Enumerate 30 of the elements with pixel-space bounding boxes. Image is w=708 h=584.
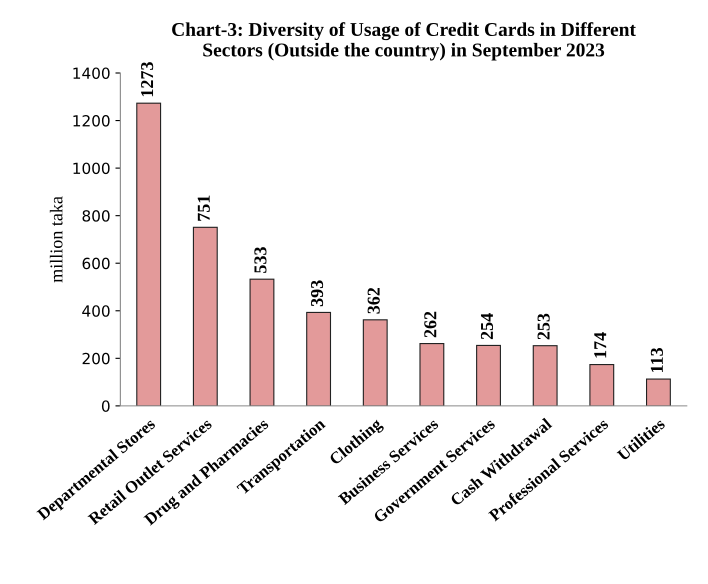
data-label: 253: [538, 314, 550, 340]
y-tick-label: 200: [82, 352, 110, 364]
y-tick-label: 0: [102, 400, 110, 412]
data-label: 533: [254, 247, 266, 273]
data-label: 262: [424, 312, 436, 338]
bar: [192, 226, 218, 406]
data-label: 393: [310, 280, 324, 306]
data-label: 254: [480, 313, 494, 340]
bar: [646, 378, 671, 406]
chart-title: Chart-3: Diversity of Usage of Credit Cards in Different Sectors (Outside the country) in September 2023: [172, 22, 636, 61]
y-tick-label: 1200: [73, 115, 110, 127]
data-label: 113: [650, 348, 663, 372]
y-tick-label: 600: [82, 258, 110, 270]
bar: [419, 343, 444, 406]
data-label: 751: [198, 196, 210, 221]
bar: [589, 364, 614, 406]
y-tick-label: 400: [82, 305, 110, 317]
data-label: 174: [594, 332, 606, 358]
bar: [476, 344, 501, 406]
data-label: 362: [368, 288, 380, 314]
bar: [306, 312, 332, 406]
bar: [532, 345, 558, 406]
bar: [136, 102, 162, 406]
bar: [250, 278, 274, 406]
data-label: 1273: [141, 62, 154, 96]
y-tick-label: 1400: [73, 67, 110, 80]
y-tick-label: 800: [82, 210, 110, 222]
y-tick-label: 1000: [73, 162, 110, 174]
y-axis-title: million taka: [50, 196, 63, 282]
bar: [362, 319, 388, 406]
